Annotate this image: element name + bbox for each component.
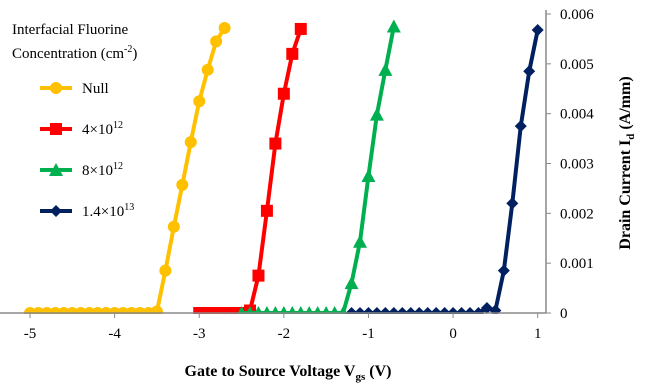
- data-point: [167, 220, 180, 233]
- data-point: [237, 306, 246, 314]
- x-tick-label: -2: [278, 326, 291, 342]
- x-tick-label: -5: [24, 326, 37, 342]
- data-point: [344, 276, 359, 290]
- legend: Interfacial Fluorine Concentration (cm-2)…: [12, 22, 137, 220]
- x-tick-label: -4: [108, 326, 121, 342]
- data-point: [506, 197, 519, 210]
- data-point: [353, 234, 367, 248]
- data-point: [321, 306, 331, 314]
- legend-entry: 8×1012: [40, 161, 123, 179]
- data-point: [218, 307, 231, 314]
- data-point: [514, 120, 527, 133]
- data-point: [227, 307, 240, 314]
- y-tick-label: 0.006: [560, 7, 594, 23]
- data-point: [201, 307, 214, 314]
- data-point: [296, 306, 306, 314]
- data-point: [287, 306, 297, 314]
- data-point: [252, 269, 265, 282]
- legend-marker: [50, 82, 62, 94]
- x-tick-label: 1: [534, 326, 542, 342]
- data-point: [269, 137, 282, 150]
- data-point: [210, 307, 223, 314]
- x-tick-label: 0: [449, 326, 457, 342]
- y-tick-label: 0: [560, 306, 568, 322]
- data-point: [245, 306, 255, 314]
- legend-label: 8×1012: [82, 161, 123, 179]
- data-point: [260, 204, 273, 217]
- data-point: [193, 95, 206, 108]
- y-axis-title: Drain Current Id (A/mm): [617, 76, 637, 249]
- data-point: [218, 21, 231, 34]
- data-point: [262, 306, 272, 314]
- legend-label: 4×1012: [82, 120, 123, 138]
- legend-marker: [50, 123, 62, 135]
- data-point: [210, 35, 223, 48]
- data-point: [193, 307, 206, 314]
- data-point: [277, 87, 290, 100]
- legend-marker: [49, 163, 63, 176]
- data-point: [150, 305, 163, 314]
- legend-entry: 1.4×1013: [40, 202, 134, 220]
- data-point: [523, 65, 536, 78]
- data-point: [497, 264, 510, 277]
- legend-label: 1.4×1013: [82, 202, 134, 220]
- data-point: [489, 304, 502, 314]
- data-point: [279, 306, 289, 314]
- y-tick-label: 0.003: [560, 157, 594, 173]
- series-line: [199, 28, 303, 314]
- data-point: [313, 306, 323, 314]
- series-4: [345, 23, 544, 314]
- data-point: [386, 19, 401, 33]
- data-point: [369, 107, 384, 121]
- axes: -5 -4 -3 -2 -1 0 1 0 0.001 0.002 0.003 0.004 0.005 0.…: [0, 7, 594, 342]
- series-line: [351, 29, 540, 314]
- legend-title-line2: Concentration (cm-2): [12, 44, 137, 62]
- y-tick-label: 0.005: [560, 57, 594, 73]
- data-point: [286, 47, 299, 60]
- legend-title-line1: Interfacial Fluorine: [12, 22, 129, 38]
- x-axis-title: Gate to Source Voltage Vgs (V): [185, 363, 392, 383]
- data-point: [531, 23, 544, 36]
- x-tick-label: -3: [193, 326, 206, 342]
- legend-marker: [50, 205, 62, 217]
- data-point: [159, 264, 172, 277]
- legend-entry: 4×1012: [40, 120, 123, 138]
- legend-entry: Null: [40, 81, 109, 97]
- data-point: [201, 63, 214, 76]
- data-point: [294, 22, 307, 35]
- y-tick-label: 0.004: [560, 107, 594, 123]
- data-point: [378, 62, 393, 76]
- legend-label: Null: [82, 81, 109, 97]
- data-point: [338, 306, 348, 314]
- data-point: [254, 306, 263, 314]
- data-point: [184, 136, 197, 149]
- y-tick-label: 0.002: [560, 206, 594, 222]
- y-tick-label: 0.001: [560, 256, 594, 272]
- data-point: [330, 306, 339, 314]
- data-point: [304, 306, 314, 314]
- data-point: [271, 306, 280, 314]
- x-tick-label: -1: [362, 326, 375, 342]
- data-point: [361, 168, 376, 182]
- data-point: [176, 178, 189, 191]
